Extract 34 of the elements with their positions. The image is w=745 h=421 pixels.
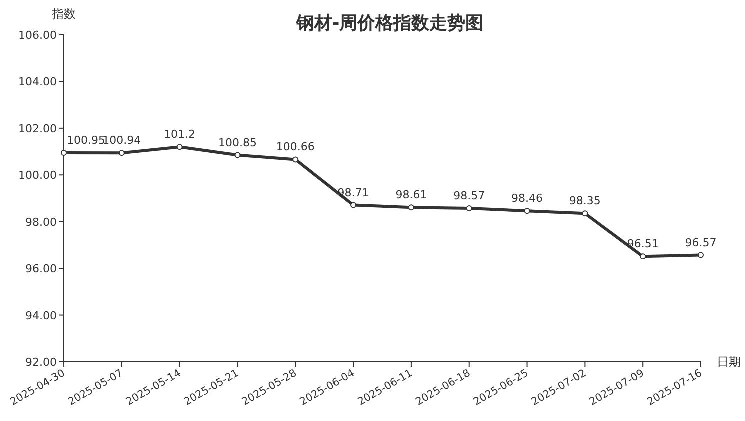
point (408, 204, 414, 211)
data-label: 98.57 (454, 190, 486, 203)
y-tick-label: 100.00 (18, 169, 57, 182)
point (524, 208, 530, 214)
point (176, 144, 183, 150)
point (118, 150, 125, 156)
y-tick-label: 102.00 (18, 122, 57, 136)
point (61, 150, 67, 156)
chart-title: 钢材-周价格指数走势图 (295, 13, 484, 34)
data-label: 98.35 (569, 194, 601, 208)
point (234, 152, 241, 158)
point (350, 202, 357, 208)
data-label: 96.51 (627, 238, 659, 251)
data-label: 98.61 (396, 188, 428, 202)
y-tick-label: 104.00 (18, 76, 57, 89)
x-axis-title: 日期 (717, 355, 741, 369)
data-label: 100.94 (102, 134, 142, 148)
data-label: 96.57 (685, 236, 717, 250)
data-label: 100.66 (276, 140, 315, 154)
point (640, 254, 646, 260)
y-tick-label: 94.00 (26, 309, 57, 322)
data-label: 100.95 (67, 134, 106, 147)
data-label: 100.85 (218, 136, 257, 150)
point (466, 206, 472, 212)
point (292, 156, 299, 163)
y-tick-label: 98.00 (26, 216, 57, 229)
data-label: 101.2 (164, 128, 196, 142)
y-tick-label: 106.00 (18, 29, 57, 42)
y-tick-label: 96.00 (26, 262, 57, 276)
y-axis-title: 指数 (51, 7, 76, 21)
data-label: 98.46 (512, 192, 544, 206)
point (698, 252, 704, 258)
y-tick-label: 92.00 (26, 356, 57, 369)
point (582, 210, 588, 217)
